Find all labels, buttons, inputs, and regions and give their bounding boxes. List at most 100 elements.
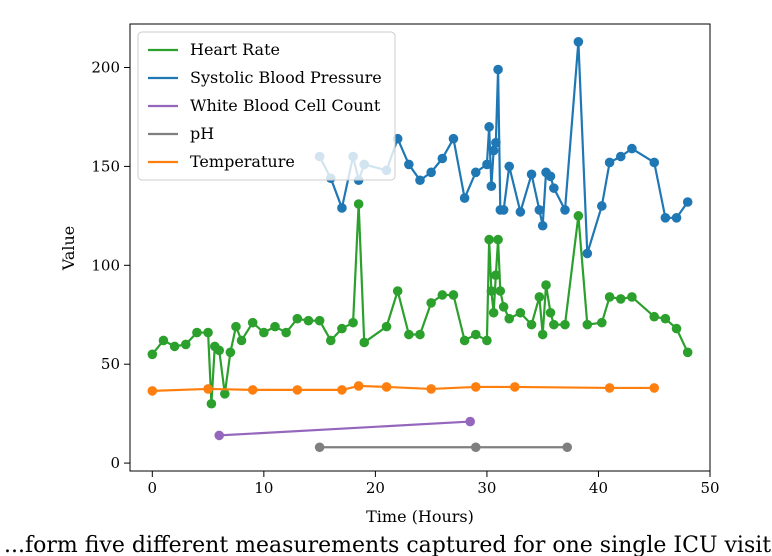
data-point	[660, 213, 671, 223]
data-point	[470, 329, 481, 340]
data-point	[448, 290, 459, 300]
data-point	[493, 64, 503, 75]
data-point	[582, 319, 593, 330]
data-point	[465, 416, 475, 427]
legend-label: Temperature	[190, 152, 295, 171]
legend: Heart Rate Systolic Blood Pressure White B…	[137, 31, 396, 181]
data-point	[498, 205, 509, 215]
y-tick-label: 0	[110, 454, 120, 472]
x-tick-label: 0	[148, 479, 158, 497]
data-point	[615, 151, 626, 162]
data-point	[337, 203, 347, 213]
data-point	[482, 335, 492, 346]
data-point	[392, 286, 403, 296]
data-point	[604, 292, 615, 302]
data-point	[206, 398, 217, 409]
data-point	[491, 137, 501, 148]
data-point	[560, 205, 570, 215]
x-tick-label: 20	[366, 479, 385, 497]
x-tick-label: 50	[700, 479, 719, 497]
data-point	[597, 317, 607, 328]
data-point	[292, 385, 303, 395]
data-point	[573, 211, 584, 221]
series-line	[152, 384, 655, 392]
data-point	[448, 133, 459, 144]
data-point	[495, 286, 506, 296]
data-point	[404, 159, 414, 170]
x-tick-label: 10	[254, 479, 273, 497]
data-point	[515, 207, 526, 217]
y-axis-label: Value	[59, 226, 78, 272]
data-point	[604, 383, 615, 393]
data-point	[247, 385, 258, 395]
y-tick-label: 200	[91, 59, 120, 77]
data-point	[303, 315, 314, 326]
data-point	[337, 323, 347, 334]
data-point	[147, 386, 158, 396]
series-line	[219, 420, 471, 437]
data-point	[510, 382, 520, 392]
data-point	[415, 175, 425, 186]
data-point	[437, 290, 448, 300]
series-0	[147, 199, 693, 409]
data-point	[426, 384, 436, 394]
data-point	[353, 381, 364, 391]
data-point	[292, 313, 303, 324]
data-point	[247, 317, 258, 328]
data-point	[203, 384, 213, 394]
data-point	[314, 315, 325, 326]
data-point	[526, 319, 537, 330]
plot-area	[147, 37, 693, 453]
data-point	[470, 442, 481, 453]
data-point	[236, 335, 247, 346]
data-point	[504, 313, 515, 324]
data-point	[459, 335, 470, 346]
data-point	[337, 385, 347, 395]
data-point	[649, 311, 660, 322]
data-point	[214, 345, 225, 356]
plot-frame	[129, 23, 711, 472]
data-point	[314, 442, 325, 453]
data-point	[220, 389, 230, 399]
data-point	[381, 382, 392, 392]
data-point	[325, 335, 336, 346]
data-point	[404, 329, 414, 340]
data-point	[491, 270, 501, 280]
series-1	[314, 37, 693, 259]
data-point	[459, 193, 470, 203]
data-point	[573, 37, 584, 47]
data-point	[353, 199, 364, 209]
data-point	[231, 321, 241, 332]
data-point	[549, 183, 559, 193]
data-point	[560, 319, 570, 330]
data-point	[671, 213, 682, 223]
data-point	[484, 234, 494, 245]
data-point	[562, 442, 573, 453]
line-chart: 0 10 20 30 40 50 0 50 100 150 200 Time (Hours) Val…	[59, 23, 720, 526]
data-point	[488, 145, 499, 156]
x-tick-label: 30	[477, 479, 496, 497]
data-point	[545, 171, 556, 182]
series-4	[147, 381, 660, 396]
data-point	[470, 167, 481, 178]
data-point	[545, 307, 556, 318]
data-point	[660, 313, 671, 324]
data-point	[203, 327, 213, 338]
data-point	[498, 302, 509, 312]
data-point	[649, 383, 660, 393]
data-point	[486, 286, 497, 296]
legend-label: White Blood Cell Count	[190, 96, 381, 115]
data-point	[549, 319, 559, 330]
data-point	[281, 327, 291, 338]
data-point	[504, 161, 515, 172]
data-point	[537, 220, 548, 231]
data-point	[486, 181, 497, 191]
data-point	[158, 335, 169, 346]
data-point	[534, 205, 545, 215]
data-point	[488, 307, 499, 318]
data-point	[348, 317, 358, 328]
data-point	[682, 347, 693, 358]
y-tick-label: 100	[91, 256, 120, 274]
series-2	[214, 416, 475, 441]
series-line	[151, 202, 689, 405]
